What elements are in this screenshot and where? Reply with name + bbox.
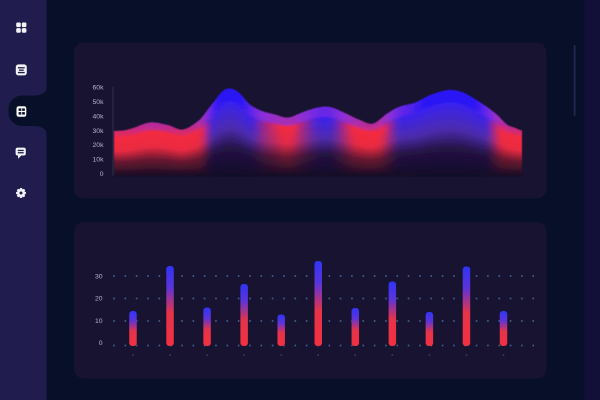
svg-text:20: 20 bbox=[95, 296, 103, 303]
svg-text:10k: 10k bbox=[93, 157, 105, 164]
svg-text:0: 0 bbox=[99, 340, 103, 347]
svg-text:0: 0 bbox=[100, 171, 104, 178]
svg-text:40k: 40k bbox=[93, 113, 105, 120]
svg-text:30: 30 bbox=[95, 273, 103, 280]
svg-text:10: 10 bbox=[95, 318, 103, 325]
svg-text:60k: 60k bbox=[93, 85, 105, 92]
svg-text:50k: 50k bbox=[93, 99, 105, 106]
svg-text:30k: 30k bbox=[93, 128, 105, 135]
svg-text:20k: 20k bbox=[93, 142, 105, 149]
